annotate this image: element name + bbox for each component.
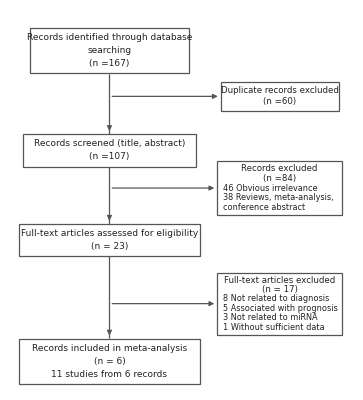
Text: Records identified through database: Records identified through database: [27, 33, 192, 42]
Text: (n =107): (n =107): [89, 152, 130, 161]
Text: 5 Associated with prognosis: 5 Associated with prognosis: [223, 304, 338, 313]
Text: (n = 6): (n = 6): [94, 357, 125, 366]
Bar: [29, 28, 189, 74]
Text: Records screened (title, abstract): Records screened (title, abstract): [34, 139, 185, 148]
Text: Records included in meta-analysis: Records included in meta-analysis: [32, 344, 187, 353]
Text: (n =60): (n =60): [263, 97, 296, 106]
Text: Full-text articles excluded: Full-text articles excluded: [224, 276, 335, 285]
Text: (n = 23): (n = 23): [91, 242, 128, 251]
Text: conference abstract: conference abstract: [223, 203, 306, 212]
Bar: [19, 338, 200, 384]
Text: 8 Not related to diagnosis: 8 Not related to diagnosis: [223, 294, 330, 304]
Text: Duplicate records excluded: Duplicate records excluded: [221, 86, 339, 95]
Text: 3 Not related to miRNA: 3 Not related to miRNA: [223, 313, 318, 322]
Text: (n =84): (n =84): [263, 174, 296, 183]
Bar: [217, 161, 342, 215]
Text: Full-text articles assessed for eligibility: Full-text articles assessed for eligibil…: [21, 229, 198, 238]
Text: (n =167): (n =167): [89, 59, 130, 68]
Text: (n = 17): (n = 17): [262, 285, 298, 294]
Bar: [23, 134, 196, 166]
Text: searching: searching: [87, 46, 131, 55]
Text: 11 studies from 6 records: 11 studies from 6 records: [52, 370, 167, 379]
Bar: [221, 82, 339, 111]
Text: 38 Reviews, meta-analysis,: 38 Reviews, meta-analysis,: [223, 193, 334, 202]
Bar: [217, 273, 342, 334]
Text: Records excluded: Records excluded: [241, 164, 318, 173]
Bar: [19, 224, 200, 256]
Text: 46 Obvious irrelevance: 46 Obvious irrelevance: [223, 184, 318, 192]
Text: 1 Without sufficient data: 1 Without sufficient data: [223, 322, 325, 332]
